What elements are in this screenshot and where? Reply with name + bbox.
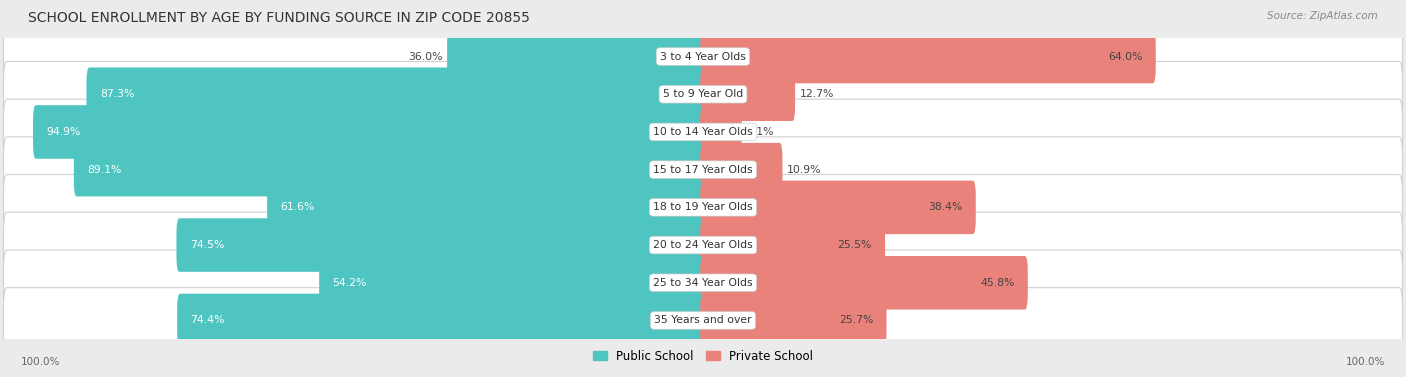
Text: 36.0%: 36.0% xyxy=(408,52,443,61)
Text: 89.1%: 89.1% xyxy=(87,165,121,175)
Text: 35 Years and over: 35 Years and over xyxy=(654,316,752,325)
FancyBboxPatch shape xyxy=(3,24,1403,89)
Text: 5 to 9 Year Old: 5 to 9 Year Old xyxy=(662,89,744,99)
Text: 64.0%: 64.0% xyxy=(1108,52,1142,61)
FancyBboxPatch shape xyxy=(700,105,742,159)
Text: 15 to 17 Year Olds: 15 to 17 Year Olds xyxy=(654,165,752,175)
Text: 87.3%: 87.3% xyxy=(100,89,134,99)
Text: Source: ZipAtlas.com: Source: ZipAtlas.com xyxy=(1267,11,1378,21)
Text: 3 to 4 Year Olds: 3 to 4 Year Olds xyxy=(659,52,747,61)
Text: 100.0%: 100.0% xyxy=(1346,357,1385,367)
FancyBboxPatch shape xyxy=(3,250,1403,316)
Text: 74.4%: 74.4% xyxy=(190,316,225,325)
FancyBboxPatch shape xyxy=(3,61,1403,127)
Text: 100.0%: 100.0% xyxy=(21,357,60,367)
Text: 25.5%: 25.5% xyxy=(838,240,872,250)
FancyBboxPatch shape xyxy=(319,256,706,310)
FancyBboxPatch shape xyxy=(700,256,1028,310)
FancyBboxPatch shape xyxy=(73,143,706,196)
FancyBboxPatch shape xyxy=(86,67,706,121)
FancyBboxPatch shape xyxy=(32,105,706,159)
FancyBboxPatch shape xyxy=(3,99,1403,165)
Text: 25 to 34 Year Olds: 25 to 34 Year Olds xyxy=(654,278,752,288)
FancyBboxPatch shape xyxy=(700,294,886,347)
Text: 74.5%: 74.5% xyxy=(190,240,224,250)
Text: 94.9%: 94.9% xyxy=(46,127,80,137)
FancyBboxPatch shape xyxy=(267,181,706,234)
FancyBboxPatch shape xyxy=(177,294,706,347)
FancyBboxPatch shape xyxy=(3,212,1403,278)
Text: SCHOOL ENROLLMENT BY AGE BY FUNDING SOURCE IN ZIP CODE 20855: SCHOOL ENROLLMENT BY AGE BY FUNDING SOUR… xyxy=(28,11,530,25)
FancyBboxPatch shape xyxy=(700,181,976,234)
Text: 12.7%: 12.7% xyxy=(799,89,834,99)
Text: 38.4%: 38.4% xyxy=(928,202,962,212)
Legend: Public School, Private School: Public School, Private School xyxy=(588,345,818,367)
FancyBboxPatch shape xyxy=(3,288,1403,353)
FancyBboxPatch shape xyxy=(700,30,1156,83)
Text: 5.1%: 5.1% xyxy=(747,127,773,137)
FancyBboxPatch shape xyxy=(700,67,796,121)
FancyBboxPatch shape xyxy=(447,30,706,83)
Text: 54.2%: 54.2% xyxy=(332,278,367,288)
Text: 45.8%: 45.8% xyxy=(980,278,1015,288)
FancyBboxPatch shape xyxy=(3,137,1403,202)
Text: 18 to 19 Year Olds: 18 to 19 Year Olds xyxy=(654,202,752,212)
Text: 61.6%: 61.6% xyxy=(280,202,315,212)
Text: 25.7%: 25.7% xyxy=(839,316,873,325)
FancyBboxPatch shape xyxy=(700,143,782,196)
FancyBboxPatch shape xyxy=(3,175,1403,240)
FancyBboxPatch shape xyxy=(177,218,706,272)
Text: 20 to 24 Year Olds: 20 to 24 Year Olds xyxy=(654,240,752,250)
Text: 10 to 14 Year Olds: 10 to 14 Year Olds xyxy=(654,127,752,137)
FancyBboxPatch shape xyxy=(700,218,886,272)
Text: 10.9%: 10.9% xyxy=(787,165,821,175)
